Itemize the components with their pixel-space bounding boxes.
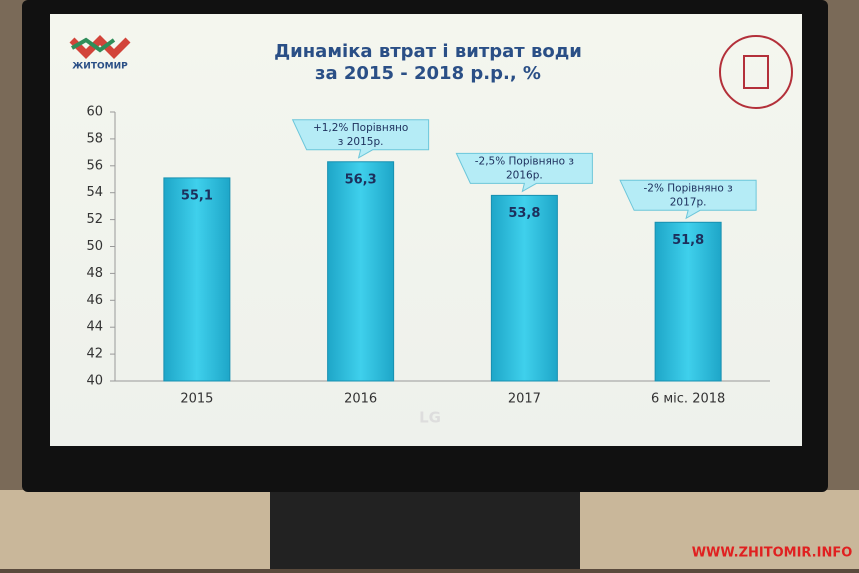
bar — [163, 177, 231, 382]
callout-text: 2016р. — [506, 169, 543, 181]
seal — [743, 55, 769, 89]
callout-text: +1,2% Порівняно — [313, 122, 408, 134]
bar — [490, 194, 558, 382]
x-tick-label: 6 міс. 2018 — [651, 392, 725, 407]
logo-mark — [71, 37, 116, 53]
callout-text: 2017р. — [670, 196, 707, 208]
watermark: WWW.ZHITOMIR.INFO — [692, 546, 853, 561]
y-tick-label: 46 — [86, 293, 103, 308]
x-tick-label: 2016 — [344, 392, 377, 407]
y-tick-label: 56 — [86, 158, 103, 173]
y-tick-label: 58 — [86, 131, 103, 146]
logo-mark — [69, 35, 131, 59]
bar — [327, 161, 395, 382]
value-label: 53,8 — [508, 206, 540, 221]
y-tick-label: 44 — [86, 320, 103, 335]
y-tick-label: 48 — [86, 266, 103, 281]
value-label: 56,3 — [345, 172, 377, 187]
chart-title: за 2015 - 2018 р.р., % — [315, 63, 541, 84]
callout-text: -2% Порівняно з — [643, 182, 732, 194]
callout-box — [619, 179, 757, 220]
logo-text: ЖИТОМИР — [72, 62, 128, 72]
callout-box — [291, 119, 430, 159]
callout-text: -2,5% Порівняно з — [475, 155, 574, 167]
seal — [719, 35, 793, 109]
y-tick-label: 52 — [86, 212, 103, 227]
y-tick-label: 60 — [86, 105, 103, 120]
value-label: 51,8 — [672, 233, 704, 248]
chart-title: Динаміка втрат і витрат води — [274, 41, 582, 62]
value-label: 55,1 — [181, 188, 213, 203]
y-tick-label: 40 — [86, 374, 103, 389]
y-tick-label: 50 — [86, 239, 103, 254]
monitor-brand: LG — [419, 409, 441, 427]
bar — [654, 221, 722, 382]
callout-box — [455, 152, 593, 193]
y-tick-label: 54 — [86, 185, 103, 200]
x-tick-label: 2015 — [180, 392, 213, 407]
x-tick-label: 2017 — [508, 392, 541, 407]
callout-text: з 2015р. — [338, 136, 384, 148]
y-tick-label: 42 — [86, 347, 103, 362]
